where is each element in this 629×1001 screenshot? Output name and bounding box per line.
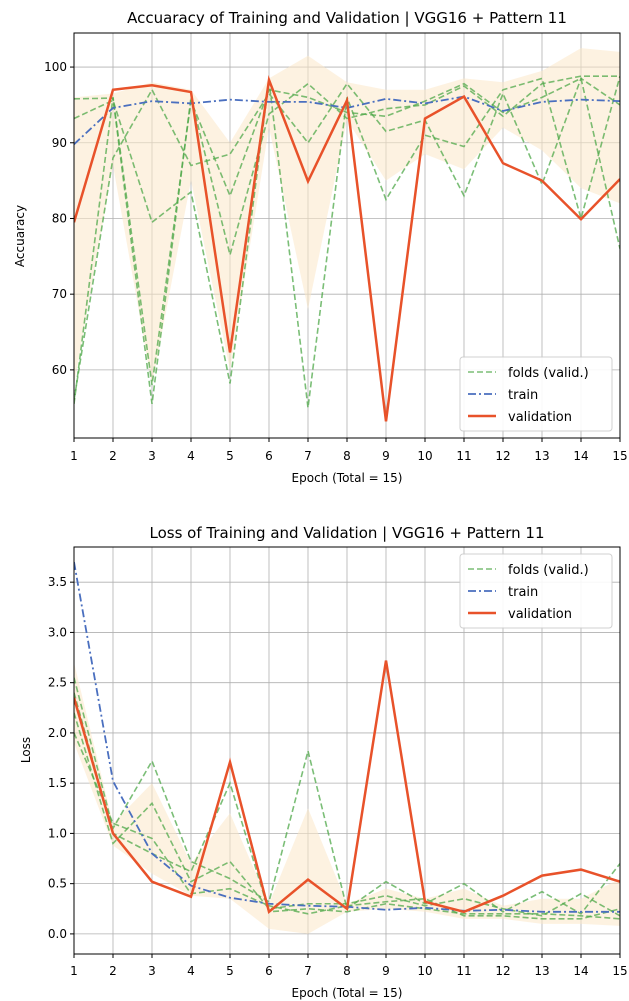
loss-chart-title: Loss of Training and Validation | VGG16 … — [149, 524, 544, 542]
accuracy-fold-line-3 — [74, 77, 620, 401]
accuracy-x-tick-label: 3 — [148, 449, 156, 463]
loss-x-tick-label: 14 — [573, 964, 588, 978]
loss-x-tick-label: 8 — [343, 964, 351, 978]
accuracy-y-tick-label: 90 — [52, 136, 67, 150]
accuracy-x-label: Epoch (Total = 15) — [292, 471, 403, 485]
accuracy-y-ticks: 60 70 80 90 100 — [44, 60, 74, 377]
loss-validation-line — [74, 660, 620, 915]
loss-x-tick-label: 15 — [612, 964, 627, 978]
loss-y-label: Loss — [19, 737, 33, 763]
accuracy-x-tick-label: 7 — [304, 449, 312, 463]
legend-validation-label: validation — [508, 410, 572, 425]
accuracy-chart: Accuaracy of Training and Validation | V… — [13, 9, 628, 485]
loss-y-tick-label: 2.0 — [48, 726, 67, 740]
accuracy-y-tick-label: 80 — [52, 211, 67, 225]
loss-x-tick-label: 3 — [148, 964, 156, 978]
accuracy-x-tick-label: 13 — [534, 449, 549, 463]
accuracy-x-tick-label: 10 — [417, 449, 432, 463]
loss-y-ticks: 0.0 0.5 1.0 1.5 2.0 2.5 3.0 3.5 — [48, 575, 74, 941]
loss-legend: folds (valid.) train validation — [459, 553, 613, 629]
legend-train-label: train — [508, 388, 538, 403]
loss-x-tick-label: 4 — [187, 964, 195, 978]
loss-x-tick-label: 2 — [109, 964, 117, 978]
loss-grid — [73, 547, 621, 954]
loss-std-band — [74, 662, 620, 934]
accuracy-x-tick-label: 11 — [456, 449, 471, 463]
accuracy-x-tick-label: 12 — [495, 449, 510, 463]
loss-y-tick-label: 2.5 — [48, 676, 67, 690]
accuracy-fold-line-1 — [74, 75, 620, 408]
accuracy-x-tick-label: 4 — [187, 449, 195, 463]
legend-fold-label: folds (valid.) — [508, 563, 589, 578]
loss-y-tick-label: 3.0 — [48, 625, 67, 639]
loss-x-tick-label: 10 — [417, 964, 432, 978]
loss-fold-line-3 — [74, 692, 620, 920]
loss-x-ticks: 1 2 3 4 5 6 7 8 9 10 11 12 13 14 15 — [70, 954, 628, 978]
loss-x-tick-label: 12 — [495, 964, 510, 978]
loss-chart: Loss of Training and Validation | VGG16 … — [19, 524, 628, 1000]
loss-y-tick-label: 0.5 — [48, 877, 67, 891]
loss-y-tick-label: 3.5 — [48, 575, 67, 589]
accuracy-legend: folds (valid.) train validation — [459, 356, 613, 432]
loss-x-tick-label: 6 — [265, 964, 273, 978]
accuracy-x-tick-label: 5 — [226, 449, 234, 463]
accuracy-chart-title: Accuaracy of Training and Validation | V… — [127, 9, 567, 27]
accuracy-x-tick-label: 8 — [343, 449, 351, 463]
accuracy-x-tick-label: 6 — [265, 449, 273, 463]
loss-y-tick-label: 0.0 — [48, 927, 67, 941]
accuracy-x-tick-label: 9 — [382, 449, 390, 463]
accuracy-fold-line-2 — [74, 75, 620, 405]
loss-x-tick-label: 11 — [456, 964, 471, 978]
legend-validation-label: validation — [508, 607, 572, 622]
loss-x-tick-label: 7 — [304, 964, 312, 978]
loss-legend-box — [459, 553, 613, 629]
loss-series — [74, 561, 620, 920]
accuracy-y-tick-label: 60 — [52, 363, 67, 377]
loss-x-label: Epoch (Total = 15) — [292, 986, 403, 1000]
loss-x-tick-label: 1 — [70, 964, 78, 978]
accuracy-legend-box — [459, 356, 613, 432]
loss-y-tick-label: 1.0 — [48, 826, 67, 840]
loss-y-tick-label: 1.5 — [48, 776, 67, 790]
accuracy-x-tick-label: 1 — [70, 449, 78, 463]
accuracy-x-tick-label: 2 — [109, 449, 117, 463]
accuracy-y-tick-label: 100 — [44, 60, 67, 74]
accuracy-x-tick-label: 14 — [573, 449, 588, 463]
accuracy-x-tick-label: 15 — [612, 449, 627, 463]
accuracy-fold-line-4 — [74, 77, 620, 405]
accuracy-series — [74, 75, 620, 422]
loss-x-tick-label: 5 — [226, 964, 234, 978]
legend-train-label: train — [508, 585, 538, 600]
loss-x-tick-label: 13 — [534, 964, 549, 978]
loss-x-tick-label: 9 — [382, 964, 390, 978]
accuracy-y-tick-label: 70 — [52, 287, 67, 301]
accuracy-validation-line — [74, 75, 620, 422]
legend-fold-label: folds (valid.) — [508, 366, 589, 381]
accuracy-x-ticks: 1 2 3 4 5 6 7 8 9 10 11 12 13 14 15 — [70, 438, 628, 463]
loss-std-band-area — [74, 662, 620, 934]
accuracy-y-label: Accuaracy — [13, 205, 27, 267]
